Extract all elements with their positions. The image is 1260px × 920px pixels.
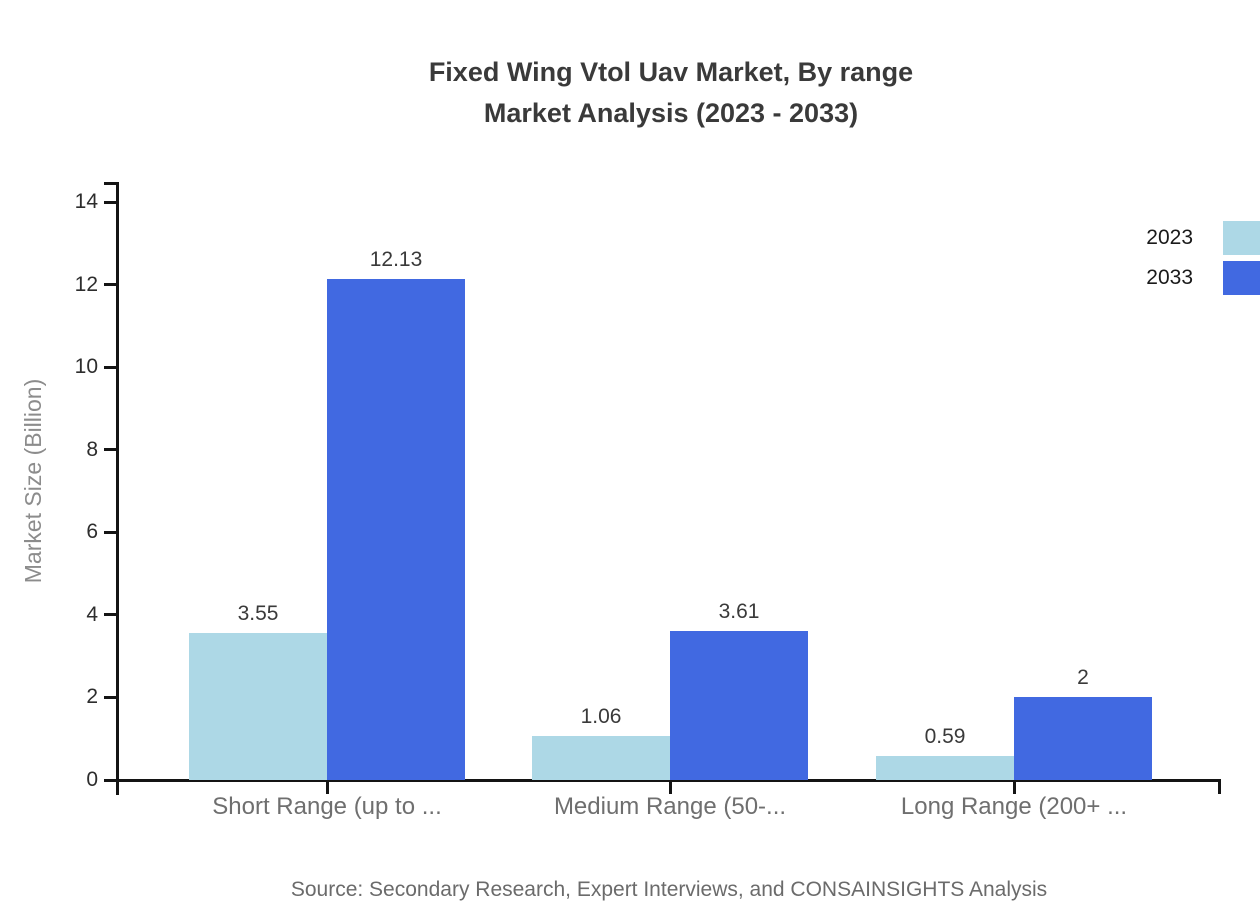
legend-item-2033: 2033 (1146, 258, 1260, 298)
y-axis-top-cap (104, 182, 119, 185)
y-axis-tick-label: 8 (86, 437, 98, 461)
x-axis-tick (325, 779, 329, 794)
y-axis-tick-label: 6 (86, 520, 98, 544)
y-axis-tick (104, 613, 118, 617)
bar-2033-group2 (670, 630, 808, 780)
x-axis-tick (668, 779, 672, 794)
y-axis-tick-label: 10 (74, 355, 98, 379)
y-axis-tick (104, 530, 118, 534)
chart-title-line1: Fixed Wing Vtol Uav Market, By range (428, 57, 914, 87)
chart-title-line2: Market Analysis (2023 - 2033) (483, 98, 859, 128)
legend-item-2023: 2023 (1146, 218, 1260, 258)
y-axis-tick-label: 14 (74, 190, 98, 213)
y-axis-tick-label: 4 (86, 602, 98, 626)
legend-swatch (1223, 261, 1260, 295)
bar-2033-group3 (1014, 697, 1152, 780)
chart-title: Fixed Wing Vtol Uav Market, By range Mar… (429, 52, 913, 134)
bar-value-label: 3.61 (718, 599, 760, 623)
bar-2023-group3 (876, 755, 1014, 780)
bar-2023-group1 (189, 633, 327, 780)
bar-value-label: 3.55 (237, 602, 279, 626)
bar-value-label: 2 (1077, 666, 1089, 690)
y-axis-tick (104, 283, 118, 287)
legend: 2023 2033 (1146, 218, 1260, 298)
y-axis-tick (104, 695, 118, 699)
y-axis-tick-label: 2 (86, 685, 98, 709)
bar-value-label: 0.59 (924, 724, 966, 748)
x-axis-tick (1012, 779, 1016, 794)
legend-label: 2033 (1146, 266, 1193, 289)
legend-label: 2023 (1146, 226, 1193, 249)
bar-value-label: 1.06 (580, 705, 622, 729)
x-axis-category-label: Long Range (200+ ... (900, 793, 1128, 820)
x-axis-category-label: Short Range (up to ... (212, 793, 442, 820)
x-axis-end-cap (1218, 779, 1221, 794)
bar-2033-group1 (327, 279, 465, 780)
y-axis-tick (104, 778, 118, 782)
y-axis-tick (104, 365, 118, 369)
y-axis-line (116, 182, 119, 795)
legend-swatch (1223, 221, 1260, 255)
bar-2023-group2 (532, 736, 670, 780)
source-note: Source: Secondary Research, Expert Inter… (290, 878, 1048, 901)
y-axis-tick-label: 12 (74, 272, 98, 296)
y-axis-tick-label: 0 (86, 768, 98, 791)
x-axis-category-label: Medium Range (50-... (553, 793, 787, 820)
bar-value-label: 12.13 (369, 248, 423, 272)
y-axis-tick (104, 448, 118, 452)
y-axis-tick (104, 200, 118, 204)
x-axis-line (104, 779, 1221, 782)
